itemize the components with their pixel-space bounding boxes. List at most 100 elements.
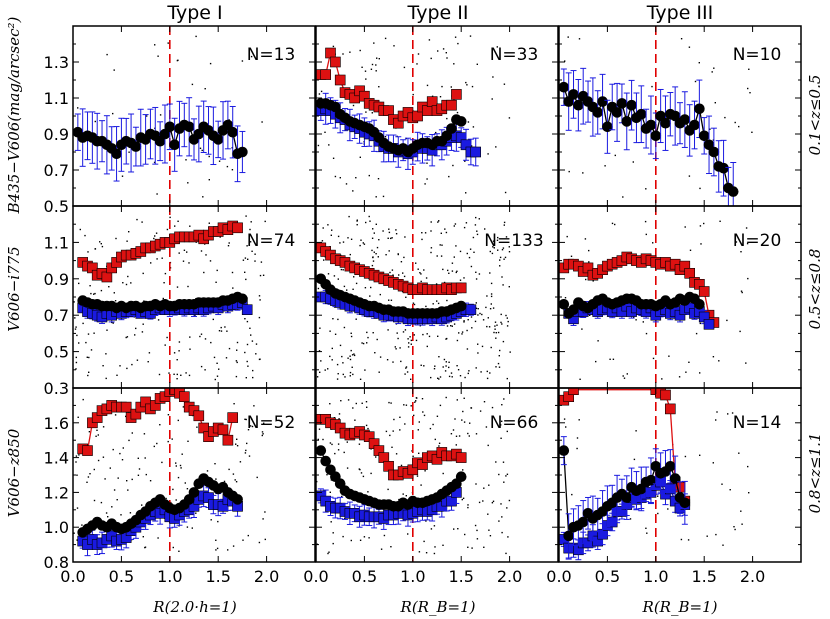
data-dot bbox=[399, 347, 401, 349]
data-dot bbox=[488, 529, 490, 531]
data-dot bbox=[405, 296, 407, 298]
data-dot bbox=[262, 433, 264, 435]
data-dot bbox=[129, 512, 132, 514]
data-dot bbox=[378, 239, 380, 241]
data-dot bbox=[246, 320, 249, 323]
data-dot bbox=[463, 226, 466, 229]
data-dot bbox=[382, 195, 385, 198]
data-dot bbox=[564, 60, 566, 62]
data-dot bbox=[476, 63, 478, 65]
data-dot bbox=[467, 506, 469, 509]
x-tick-label: 2.0 bbox=[254, 567, 279, 586]
data-dot bbox=[379, 356, 382, 358]
data-dot bbox=[419, 272, 421, 274]
data-dot bbox=[181, 453, 183, 455]
data-dot bbox=[395, 453, 398, 455]
data-dot bbox=[102, 365, 104, 367]
data-dot bbox=[102, 426, 105, 428]
data-dot bbox=[246, 442, 248, 445]
data-dot bbox=[347, 399, 350, 401]
data-dot bbox=[440, 232, 442, 234]
data-dot bbox=[176, 373, 178, 376]
data-dot bbox=[380, 548, 383, 550]
data-dot bbox=[420, 484, 422, 486]
black-marker bbox=[455, 471, 467, 483]
black-marker bbox=[616, 98, 628, 109]
data-dot bbox=[504, 256, 507, 259]
data-dot bbox=[592, 280, 594, 282]
data-dot bbox=[459, 279, 462, 281]
data-dot bbox=[386, 359, 389, 361]
data-dot bbox=[106, 53, 108, 56]
data-dot bbox=[451, 262, 454, 264]
data-dot bbox=[436, 255, 438, 257]
redshift-label-row3: 0.8<z≤1.1 bbox=[806, 433, 824, 514]
data-dot bbox=[143, 433, 146, 435]
data-dot bbox=[370, 68, 373, 70]
data-dot bbox=[477, 343, 479, 345]
data-dot bbox=[95, 435, 97, 437]
data-dot bbox=[234, 479, 236, 481]
data-dot bbox=[501, 516, 503, 518]
data-dot bbox=[461, 419, 463, 421]
data-dot bbox=[466, 252, 468, 255]
data-dot bbox=[568, 170, 570, 173]
data-dot bbox=[93, 332, 95, 334]
n-count-label: N=10 bbox=[733, 45, 782, 65]
data-dot bbox=[362, 475, 365, 478]
data-dot bbox=[125, 283, 128, 286]
x-tick-label: 1.0 bbox=[400, 567, 425, 586]
data-dot bbox=[258, 541, 261, 544]
data-dot bbox=[482, 500, 484, 502]
data-dot bbox=[391, 446, 393, 448]
data-dot bbox=[113, 489, 116, 491]
data-dot bbox=[167, 42, 169, 44]
data-dot bbox=[426, 345, 428, 348]
data-dot bbox=[486, 295, 488, 297]
data-dot bbox=[347, 237, 349, 239]
data-dot bbox=[443, 281, 446, 284]
data-dot bbox=[226, 330, 228, 332]
data-dot bbox=[131, 432, 133, 434]
data-dot bbox=[642, 321, 644, 323]
data-dot bbox=[425, 552, 428, 554]
data-dot bbox=[657, 512, 659, 515]
data-dot bbox=[216, 375, 219, 377]
data-dot bbox=[150, 262, 152, 264]
ticks: 0.5 0.7 0.9 1.1 1.3 bbox=[44, 25, 315, 216]
data-dot bbox=[172, 488, 174, 491]
black-marker bbox=[694, 298, 705, 310]
data-dot bbox=[180, 374, 182, 376]
data-dot bbox=[412, 455, 414, 457]
data-dot bbox=[224, 326, 226, 328]
data-dot bbox=[486, 370, 488, 373]
black-marker bbox=[237, 293, 248, 305]
data-dot bbox=[488, 326, 491, 328]
data-dot bbox=[433, 368, 436, 370]
data-dot bbox=[347, 357, 349, 359]
data-dot bbox=[428, 39, 431, 41]
data-dot bbox=[481, 345, 484, 348]
data-dot bbox=[404, 236, 406, 238]
data-dot bbox=[495, 146, 497, 148]
data-dot bbox=[154, 235, 156, 237]
data-dot bbox=[350, 349, 352, 352]
data-dot bbox=[491, 98, 493, 100]
data-dot bbox=[339, 177, 341, 179]
data-dot bbox=[748, 492, 750, 494]
data-dot bbox=[329, 403, 331, 405]
data-dot bbox=[448, 272, 450, 274]
data-dot bbox=[188, 374, 191, 377]
data-dot bbox=[332, 45, 335, 48]
data-dot bbox=[161, 461, 163, 464]
data-dot bbox=[402, 493, 404, 495]
data-dot bbox=[498, 520, 500, 522]
data-dot bbox=[245, 278, 247, 281]
y-tick-label: 0.3 bbox=[44, 379, 69, 398]
data-dot bbox=[235, 375, 238, 378]
data-dot bbox=[349, 253, 351, 256]
black-marker bbox=[602, 121, 613, 133]
data-dot bbox=[329, 491, 331, 493]
data-dot bbox=[195, 241, 197, 243]
black-marker bbox=[232, 494, 243, 505]
